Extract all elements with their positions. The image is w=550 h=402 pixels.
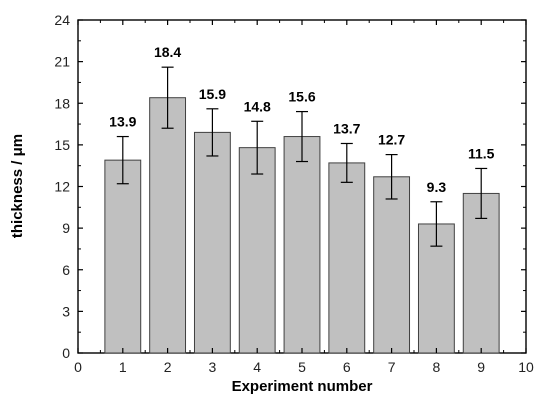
x-tick-label: 8	[433, 359, 441, 375]
data-label-experiment-1: 13.9	[109, 114, 136, 130]
error-bar-experiment-2	[161, 66, 174, 129]
y-tick-label: 24	[54, 12, 70, 28]
bar-experiment-7	[373, 176, 411, 354]
x-tick-label: 0	[74, 359, 82, 375]
y-tick-label: 6	[62, 262, 70, 278]
y-tick-label: 21	[54, 54, 70, 70]
x-tick-label: 10	[518, 359, 534, 375]
y-tick-label: 15	[54, 137, 70, 153]
x-tick-label: 7	[388, 359, 396, 375]
x-tick-label: 1	[119, 359, 127, 375]
y-tick-label: 3	[62, 303, 70, 319]
bar-experiment-6	[328, 162, 366, 354]
data-label-experiment-5: 15.6	[288, 89, 315, 105]
y-axis-label: thickness / μm	[9, 134, 26, 238]
error-bar-experiment-7	[385, 153, 398, 200]
error-bar-experiment-1	[116, 135, 129, 185]
error-bar-experiment-6	[340, 142, 353, 183]
x-tick-label: 3	[209, 359, 217, 375]
bar-experiment-4	[238, 147, 276, 354]
bar-experiment-3	[193, 131, 231, 354]
y-tick-label: 9	[62, 220, 70, 236]
data-label-experiment-4: 14.8	[244, 98, 271, 114]
x-tick-label: 4	[253, 359, 261, 375]
error-bar-experiment-9	[475, 167, 488, 220]
data-label-experiment-6: 13.7	[333, 120, 360, 136]
bar-experiment-1	[104, 159, 142, 354]
error-bar-experiment-3	[206, 108, 219, 157]
x-tick-label: 6	[343, 359, 351, 375]
data-label-experiment-2: 18.4	[154, 44, 181, 60]
y-axis-ticks: 0 3 6 9 12 15 18 21 24	[54, 12, 526, 361]
y-tick-label: 18	[54, 95, 70, 111]
x-tick-label: 5	[298, 359, 306, 375]
x-tick-label: 2	[164, 359, 172, 375]
bar-experiment-2	[149, 97, 187, 354]
data-labels-layer: 13.9 18.4 15.9 14.8 15.6 13.7 12.7 9.3 11.5	[109, 44, 494, 195]
y-tick-label: 12	[54, 179, 70, 195]
x-tick-label: 9	[477, 359, 485, 375]
data-label-experiment-3: 15.9	[199, 86, 226, 102]
error-bar-experiment-8	[430, 201, 443, 247]
data-label-experiment-8: 9.3	[427, 179, 447, 195]
error-bars-layer	[116, 66, 488, 247]
plot-area: 13.9 18.4 15.9 14.8 15.6 13.7 12.7 9.3 11.5 0 3 6 9…	[54, 12, 534, 375]
x-axis-ticks: 0 1 2 3 4 5 6 7 8 9 10	[74, 20, 534, 375]
data-label-experiment-9: 11.5	[468, 145, 495, 161]
data-label-experiment-7: 12.7	[378, 132, 405, 148]
error-bar-experiment-4	[251, 120, 264, 175]
error-bar-experiment-5	[296, 110, 308, 163]
x-axis-label: Experiment number	[232, 378, 373, 395]
bar-experiment-5	[283, 136, 321, 354]
bar-experiment-9	[462, 192, 500, 354]
y-tick-label: 0	[62, 345, 70, 361]
